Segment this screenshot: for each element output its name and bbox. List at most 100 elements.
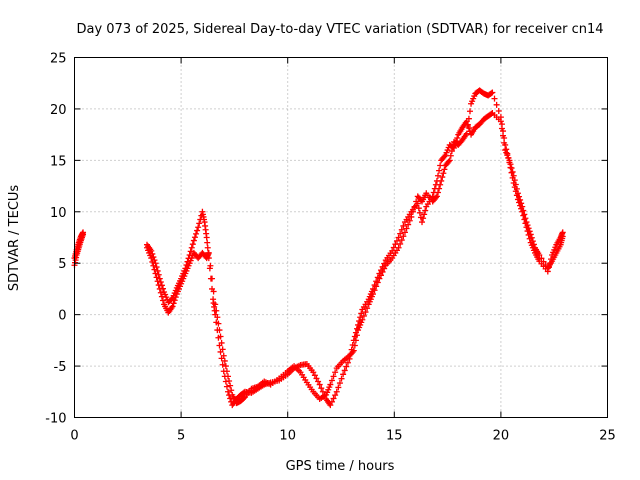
data-point (465, 115, 472, 122)
data-point (157, 289, 164, 296)
data-point (193, 230, 200, 237)
data-point (194, 227, 201, 234)
data-point (393, 237, 400, 244)
y-axis-label: SDTVAR / TECUs (7, 185, 22, 292)
data-point (521, 216, 528, 223)
data-point (509, 174, 516, 181)
data-point (187, 248, 194, 255)
data-point (440, 170, 447, 177)
data-point (338, 375, 345, 382)
series-track-a (71, 110, 566, 409)
data-point (463, 130, 470, 137)
data-point (441, 153, 448, 160)
data-point (504, 150, 511, 157)
data-point (332, 369, 339, 376)
y-tick-label: 25 (50, 52, 67, 67)
data-point (371, 287, 378, 294)
data-point (226, 377, 233, 384)
data-point (328, 377, 335, 384)
data-point (436, 185, 443, 192)
data-point (227, 382, 234, 389)
data-point (445, 158, 452, 165)
data-point (415, 205, 422, 212)
y-tick-label: 10 (50, 206, 67, 221)
data-point (352, 337, 359, 344)
data-point (509, 168, 516, 175)
data-point (148, 255, 155, 262)
data-point (522, 220, 529, 227)
data-point (514, 196, 521, 203)
data-point (373, 283, 380, 290)
data-point (171, 297, 178, 304)
data-point (498, 121, 505, 128)
data-point (316, 381, 323, 388)
data-point (526, 235, 533, 242)
x-tick-label: 0 (70, 429, 78, 444)
data-point (191, 234, 198, 241)
data-point (435, 172, 442, 179)
data-point (315, 378, 322, 385)
data-point (398, 237, 405, 244)
data-point (379, 268, 386, 275)
data-point (518, 205, 525, 212)
data-point (195, 224, 202, 231)
data-point (189, 241, 196, 248)
data-point (364, 305, 371, 312)
data-point (240, 394, 247, 401)
data-point (464, 123, 471, 130)
data-point (546, 260, 553, 267)
x-tick-label: 5 (177, 429, 185, 444)
data-point (340, 371, 347, 378)
data-point (501, 134, 508, 141)
y-tick-label: 15 (50, 154, 67, 169)
data-point (330, 373, 337, 380)
data-point (225, 388, 232, 395)
data-point (374, 279, 381, 286)
data-point (359, 316, 366, 323)
data-point (349, 348, 356, 355)
data-point (491, 95, 498, 102)
data-point (158, 293, 165, 300)
data-point (159, 297, 166, 304)
data-point (488, 110, 495, 117)
data-point (216, 327, 223, 334)
data-point (214, 314, 221, 321)
data-point (169, 303, 176, 310)
data-point (519, 208, 526, 215)
data-point (328, 398, 335, 405)
data-point (327, 381, 334, 388)
data-point (350, 347, 357, 354)
x-tick-label: 15 (386, 429, 403, 444)
data-point (154, 278, 161, 285)
data-point (441, 166, 448, 173)
data-points (71, 87, 566, 409)
data-point (408, 213, 415, 220)
data-point (503, 146, 510, 153)
data-point (203, 234, 210, 241)
data-point (360, 312, 367, 319)
data-point (395, 244, 402, 251)
data-point (204, 244, 211, 251)
data-point (223, 368, 230, 375)
data-point (559, 229, 566, 236)
x-axis-label: GPS time / hours (286, 459, 395, 474)
axes: 0 5 10 15 20 25 -10 -5 0 5 10 15 20 25 (45, 52, 616, 444)
data-point (205, 249, 212, 256)
data-point (209, 275, 216, 282)
data-point (421, 211, 428, 218)
data-point (353, 332, 360, 339)
data-point (513, 192, 520, 199)
data-point (80, 229, 87, 236)
data-point (448, 148, 455, 155)
data-point (409, 208, 416, 215)
data-point (152, 270, 159, 277)
data-point (437, 162, 444, 169)
data-point (190, 237, 197, 244)
data-point (405, 221, 412, 228)
data-point (411, 203, 418, 210)
data-point (545, 264, 552, 271)
data-point (397, 230, 404, 237)
data-point (520, 212, 527, 219)
data-point (489, 89, 496, 96)
